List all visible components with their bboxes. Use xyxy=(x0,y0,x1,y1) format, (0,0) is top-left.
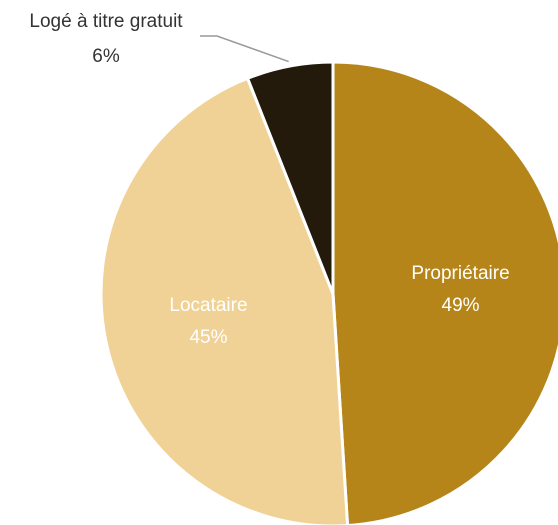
leader-line xyxy=(200,35,289,63)
pie-slice xyxy=(331,60,558,525)
slice-label: Logé à titre gratuit xyxy=(29,11,183,32)
pie-slice xyxy=(245,60,335,295)
slice-value-label: 6% xyxy=(92,46,120,67)
pie-slice xyxy=(99,76,350,525)
slice-label: Locataire xyxy=(169,295,247,316)
slice-label: Propriétaire xyxy=(411,263,509,284)
slice-value-label: 45% xyxy=(189,327,227,348)
slice-value-label: 49% xyxy=(442,295,480,316)
